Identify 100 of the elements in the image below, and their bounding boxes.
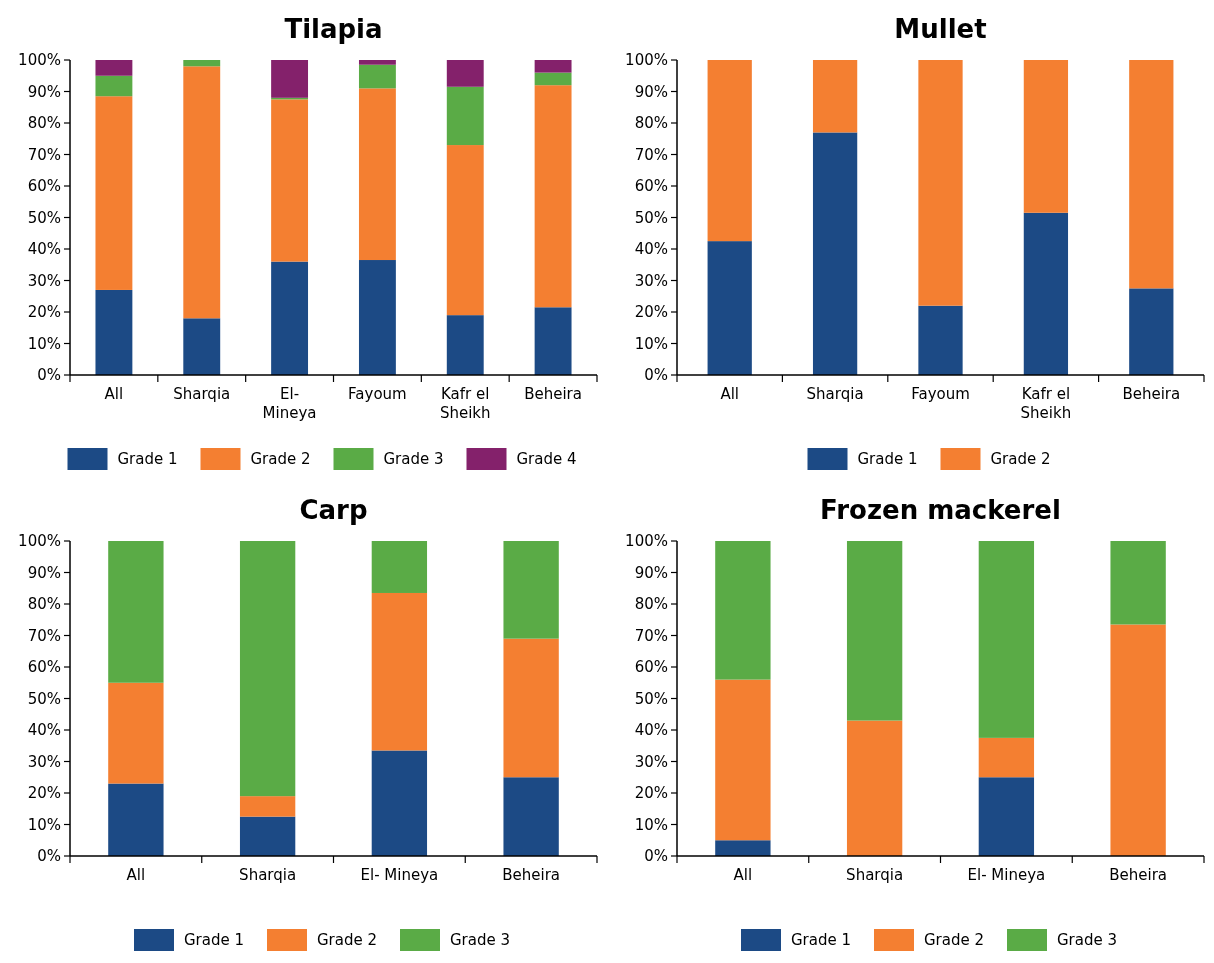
bar bbox=[534, 307, 572, 375]
x-tick-label: All bbox=[104, 385, 124, 403]
y-tick-label: 0% bbox=[37, 366, 61, 385]
y-tick-label: 70% bbox=[634, 145, 668, 164]
y-tick-label: 80% bbox=[27, 595, 61, 614]
y-tick-label: 100% bbox=[625, 532, 668, 551]
x-tick-label: Beheira bbox=[1109, 866, 1168, 884]
y-tick-label: 90% bbox=[634, 82, 668, 101]
y-tick-label: 20% bbox=[27, 784, 61, 803]
y-tick-label: 10% bbox=[27, 334, 61, 353]
x-tick-label: Fayoum bbox=[348, 385, 407, 403]
legend-label: Grade 2 bbox=[990, 450, 1051, 469]
y-tick-label: 30% bbox=[27, 752, 61, 771]
bar bbox=[358, 88, 396, 261]
x-tick-label: El- Mineya bbox=[360, 866, 439, 884]
y-tick-label: 60% bbox=[634, 658, 668, 677]
x-tick-label: Sharqia bbox=[239, 866, 297, 884]
x-tick-label: Beheira bbox=[502, 866, 561, 884]
bar bbox=[358, 64, 396, 89]
bar bbox=[534, 60, 572, 73]
y-tick-label: 30% bbox=[634, 752, 668, 771]
bar bbox=[978, 737, 1035, 778]
bar bbox=[446, 86, 484, 146]
x-tick-label: All bbox=[126, 866, 146, 884]
bar bbox=[95, 75, 133, 97]
y-tick-label: 0% bbox=[644, 366, 668, 385]
bar bbox=[715, 541, 771, 680]
legend-label: Grade 1 bbox=[184, 931, 245, 950]
y-tick-label: 30% bbox=[634, 271, 668, 290]
bar bbox=[358, 260, 396, 375]
y-tick-label: 20% bbox=[27, 303, 61, 322]
x-tick-label: Beheira bbox=[1122, 385, 1181, 403]
y-tick-label: 40% bbox=[27, 240, 61, 259]
bar bbox=[918, 305, 963, 375]
bar bbox=[1110, 624, 1166, 856]
bar bbox=[503, 638, 559, 778]
x-tick-label: Kafr el Sheikh bbox=[1020, 385, 1072, 422]
y-tick-label: 80% bbox=[27, 114, 61, 133]
y-tick-label: 100% bbox=[18, 51, 61, 70]
bar bbox=[371, 592, 428, 751]
y-tick-label: 80% bbox=[634, 114, 668, 133]
bar bbox=[715, 840, 771, 856]
bar bbox=[1023, 212, 1069, 375]
y-tick-label: 50% bbox=[634, 208, 668, 227]
y-tick-label: 90% bbox=[27, 563, 61, 582]
bar bbox=[108, 682, 164, 784]
y-tick-label: 40% bbox=[634, 721, 668, 740]
bar bbox=[95, 60, 133, 76]
y-tick-label: 70% bbox=[634, 626, 668, 645]
x-tick-label: El- Mineya bbox=[967, 866, 1046, 884]
x-tick-label: Sharqia bbox=[806, 385, 864, 403]
legend-label: Grade 1 bbox=[791, 931, 852, 950]
bar bbox=[446, 145, 484, 316]
bar bbox=[371, 541, 428, 593]
bar bbox=[707, 60, 752, 242]
bar bbox=[534, 72, 572, 86]
legend-label: Grade 2 bbox=[924, 931, 985, 950]
bar bbox=[503, 777, 559, 856]
bar bbox=[183, 60, 221, 67]
legend-label: Grade 4 bbox=[516, 450, 577, 469]
bar bbox=[95, 289, 133, 375]
bar bbox=[1129, 288, 1174, 375]
bar bbox=[271, 99, 309, 262]
legend-label: Grade 1 bbox=[117, 450, 178, 469]
bar bbox=[1023, 60, 1069, 213]
y-tick-label: 70% bbox=[27, 145, 61, 164]
bar bbox=[978, 777, 1035, 856]
y-tick-label: 10% bbox=[634, 815, 668, 834]
bar bbox=[239, 541, 296, 797]
y-tick-label: 10% bbox=[27, 815, 61, 834]
bar bbox=[271, 60, 309, 98]
x-tick-label: Fayoum bbox=[911, 385, 970, 403]
y-tick-label: 50% bbox=[634, 689, 668, 708]
x-tick-label: Beheira bbox=[524, 385, 582, 403]
x-tick-label: Kafr el Sheikh bbox=[439, 385, 491, 422]
bar bbox=[812, 132, 858, 375]
bar bbox=[1110, 541, 1166, 625]
chart-title: Carp bbox=[299, 495, 368, 525]
y-tick-label: 70% bbox=[27, 626, 61, 645]
legend-label: Grade 3 bbox=[450, 931, 511, 950]
bar bbox=[1129, 60, 1174, 289]
bar bbox=[239, 796, 296, 817]
bar bbox=[183, 318, 221, 375]
bar bbox=[918, 60, 963, 306]
bar bbox=[978, 541, 1035, 738]
y-tick-label: 60% bbox=[27, 177, 61, 196]
legend-label: Grade 3 bbox=[383, 450, 444, 469]
y-tick-label: 90% bbox=[27, 82, 61, 101]
x-tick-label: Sharqia bbox=[173, 385, 231, 403]
bar bbox=[846, 541, 903, 721]
bar bbox=[371, 750, 428, 856]
legend-label: Grade 3 bbox=[1057, 931, 1118, 950]
y-tick-label: 30% bbox=[27, 271, 61, 290]
y-tick-label: 10% bbox=[634, 334, 668, 353]
y-tick-label: 100% bbox=[625, 51, 668, 70]
bar bbox=[183, 66, 221, 319]
y-tick-label: 40% bbox=[27, 721, 61, 740]
bar bbox=[95, 96, 133, 290]
bar bbox=[108, 541, 164, 683]
bar bbox=[358, 60, 396, 65]
